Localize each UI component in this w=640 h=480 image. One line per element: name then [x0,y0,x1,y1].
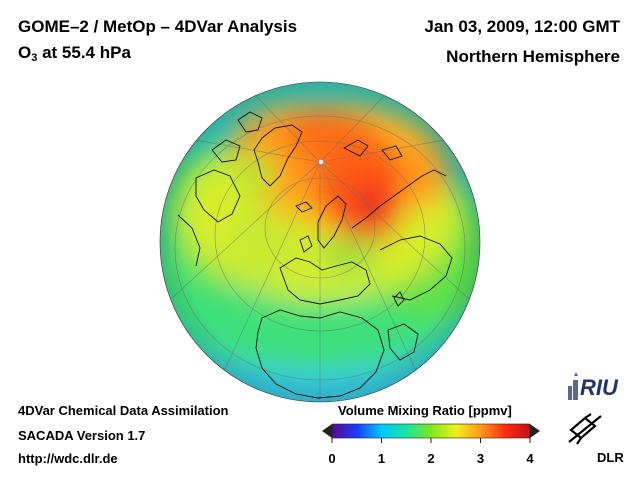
legend-tick: 1 [377,451,386,466]
title-datetime: Jan 03, 2009, 12:00 GMT [424,17,620,36]
title-instrument: GOME–2 / MetOp – 4DVar Analysis [18,17,298,36]
riu-logo-text: RIU [580,375,619,400]
legend-tick: 3 [476,451,485,466]
riu-logo: RIU [568,372,619,400]
globe-outline [159,81,481,403]
pole-marker [318,159,324,165]
legend-tick: 4 [526,451,534,466]
legend-tick: 0 [328,451,336,466]
footer-url[interactable]: http://wdc.dlr.de [18,451,118,466]
footer-version: SACADA Version 1.7 [18,428,146,443]
legend-tick: 2 [427,451,435,466]
colorbar-ramp [331,423,531,439]
footer-assimilation: 4DVar Chemical Data Assimilation [18,403,229,418]
title-species: O3 at 55.4 hPa [18,43,131,64]
legend-title: Volume Mixing Ratio [ppmv] [338,403,512,418]
title-region: Northern Hemisphere [446,47,620,66]
globe [160,82,480,402]
dlr-logo [568,413,602,445]
dlr-logo-text: DLR [597,450,624,465]
colorbar-min-arrow [322,424,332,438]
colorbar [322,423,540,443]
colorbar-max-arrow [530,424,540,438]
